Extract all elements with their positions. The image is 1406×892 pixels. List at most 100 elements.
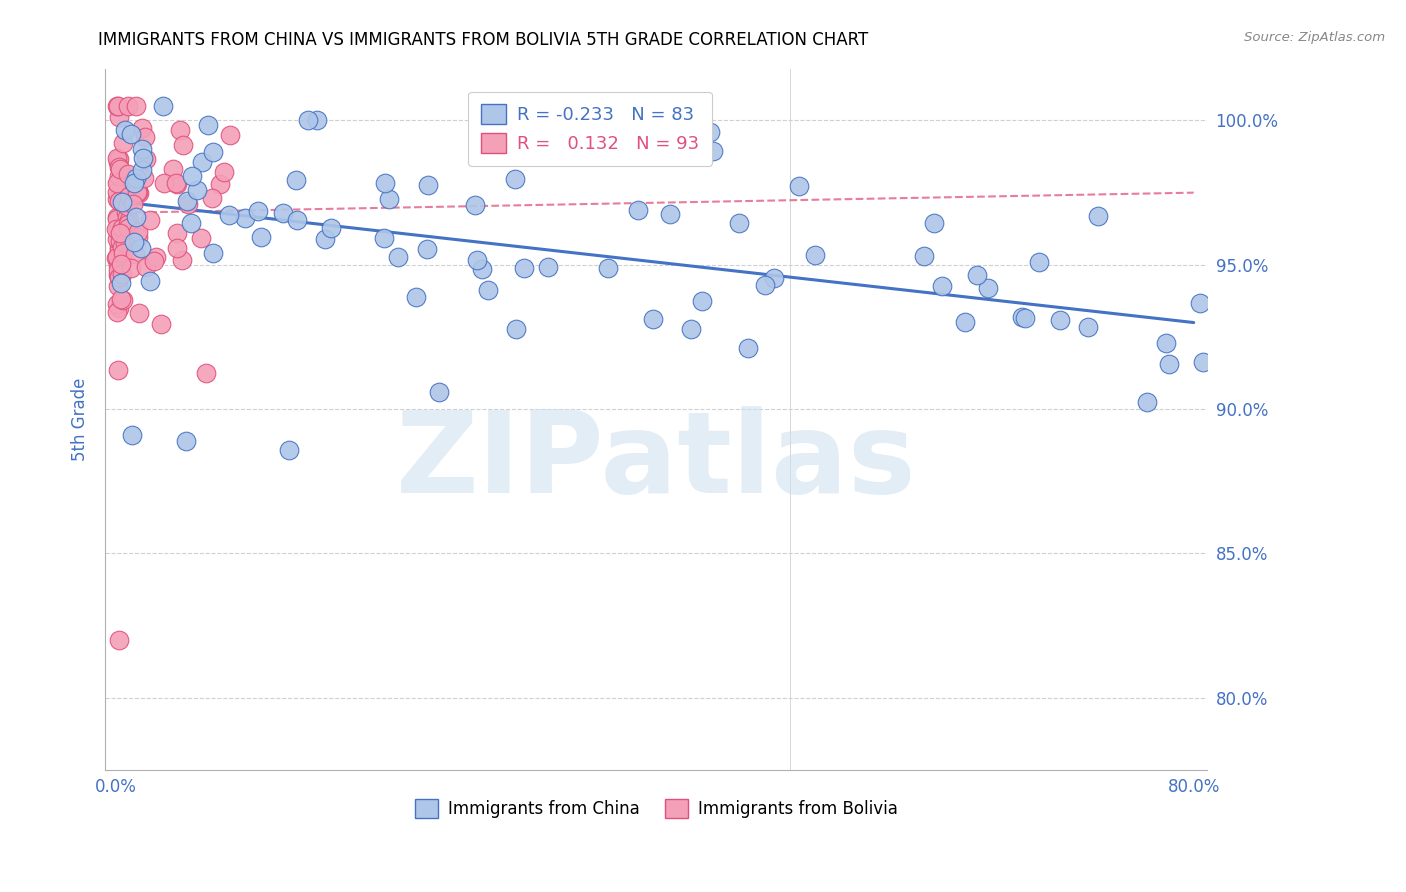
Point xyxy=(285,213,308,227)
Text: Source: ZipAtlas.com: Source: ZipAtlas.com xyxy=(1244,31,1385,45)
Point xyxy=(1011,310,1033,324)
Point xyxy=(465,253,488,268)
Point xyxy=(1049,313,1071,327)
Point xyxy=(111,220,134,235)
Y-axis label: 5th Grade: 5th Grade xyxy=(72,377,89,461)
Point xyxy=(105,185,128,199)
Point xyxy=(166,241,188,255)
Point xyxy=(537,260,560,274)
Point xyxy=(135,260,157,275)
Point xyxy=(1136,394,1159,409)
Point xyxy=(108,301,131,315)
Point xyxy=(1028,254,1050,268)
Point xyxy=(105,297,128,311)
Point xyxy=(134,129,156,144)
Point xyxy=(737,341,759,355)
Point xyxy=(111,293,134,308)
Point xyxy=(110,162,132,177)
Point xyxy=(1077,320,1099,334)
Point xyxy=(212,164,235,178)
Point xyxy=(513,261,536,276)
Point xyxy=(108,267,131,281)
Point xyxy=(107,258,129,272)
Point xyxy=(125,210,148,224)
Point xyxy=(107,99,129,113)
Point xyxy=(169,122,191,136)
Point xyxy=(966,268,988,282)
Point xyxy=(117,167,139,181)
Point xyxy=(165,176,187,190)
Point xyxy=(194,366,217,380)
Point xyxy=(131,142,153,156)
Point xyxy=(110,235,132,249)
Point xyxy=(128,306,150,320)
Point xyxy=(107,222,129,236)
Point xyxy=(105,177,128,191)
Point xyxy=(127,185,149,199)
Point xyxy=(1014,310,1036,325)
Point xyxy=(180,216,202,230)
Point xyxy=(416,242,439,256)
Point xyxy=(209,177,232,191)
Point xyxy=(105,151,128,165)
Point xyxy=(690,293,713,308)
Point xyxy=(107,220,129,235)
Point xyxy=(125,99,148,113)
Point xyxy=(190,155,212,169)
Point xyxy=(249,229,271,244)
Point xyxy=(643,312,665,326)
Point xyxy=(186,183,208,197)
Point xyxy=(111,267,134,281)
Point xyxy=(150,317,173,331)
Point xyxy=(702,145,724,159)
Point xyxy=(127,225,149,239)
Point xyxy=(787,179,810,194)
Point xyxy=(754,277,776,292)
Point xyxy=(112,136,135,150)
Point xyxy=(107,279,129,293)
Point xyxy=(219,128,242,142)
Point xyxy=(108,240,131,254)
Point xyxy=(953,315,976,329)
Point xyxy=(176,194,198,208)
Point xyxy=(132,151,155,165)
Point xyxy=(107,169,129,184)
Point xyxy=(477,283,499,297)
Point xyxy=(464,198,486,212)
Point xyxy=(1087,209,1109,223)
Point xyxy=(110,276,132,290)
Point xyxy=(418,178,440,193)
Point xyxy=(105,232,128,246)
Point xyxy=(131,120,153,135)
Point xyxy=(110,257,132,271)
Point xyxy=(177,197,200,211)
Point xyxy=(246,204,269,219)
Point xyxy=(120,127,142,141)
Point xyxy=(1156,336,1178,351)
Point xyxy=(131,163,153,178)
Point xyxy=(319,220,342,235)
Point xyxy=(977,281,1000,295)
Point xyxy=(271,205,294,219)
Point xyxy=(117,227,139,241)
Point xyxy=(387,250,409,264)
Point xyxy=(105,193,128,207)
Point xyxy=(135,152,157,166)
Point xyxy=(180,169,202,184)
Point xyxy=(129,241,152,255)
Point xyxy=(190,231,212,245)
Point xyxy=(125,170,148,185)
Legend: Immigrants from China, Immigrants from Bolivia: Immigrants from China, Immigrants from B… xyxy=(408,793,904,825)
Point xyxy=(107,152,129,166)
Point xyxy=(115,199,138,213)
Point xyxy=(143,254,166,268)
Point xyxy=(107,270,129,285)
Point xyxy=(922,216,945,230)
Point xyxy=(115,210,138,224)
Point xyxy=(427,385,450,400)
Point xyxy=(120,260,142,275)
Point xyxy=(108,226,131,240)
Point xyxy=(314,232,336,246)
Point xyxy=(152,99,174,113)
Point xyxy=(284,173,307,187)
